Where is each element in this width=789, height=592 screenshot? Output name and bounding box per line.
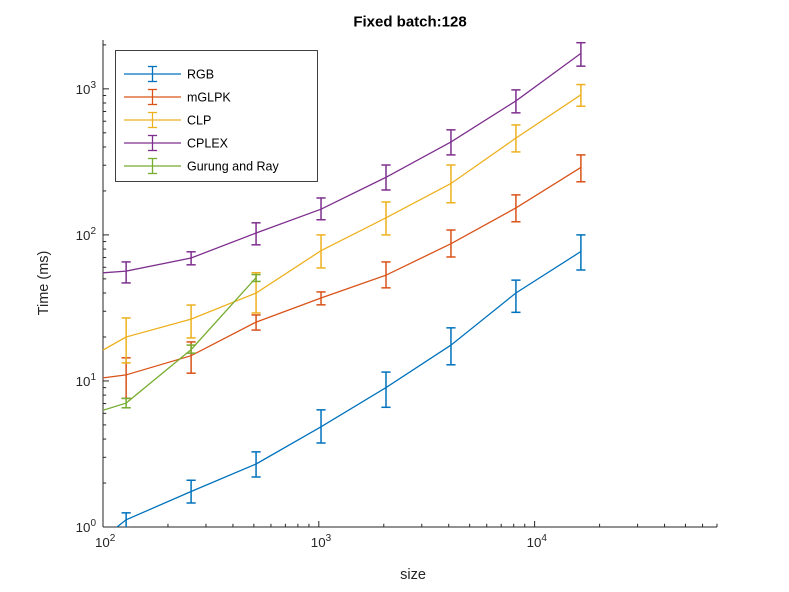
legend-errorbar-sample bbox=[147, 88, 158, 106]
y-tick-label: 100 bbox=[76, 518, 97, 535]
series-line bbox=[115, 250, 582, 527]
x-axis-label: size bbox=[400, 567, 426, 583]
error-bar bbox=[511, 279, 521, 314]
legend-label: CPLEX bbox=[187, 137, 229, 151]
error-bar bbox=[511, 89, 521, 114]
error-bar bbox=[316, 197, 326, 221]
y-tick-label: 103 bbox=[76, 80, 97, 97]
legend-errorbar-sample bbox=[147, 111, 158, 129]
legend-entry-mglpk: mGLPK bbox=[124, 88, 231, 106]
legend-label: Gurung and Ray bbox=[187, 160, 279, 174]
error-bar bbox=[576, 41, 586, 67]
error-bar bbox=[316, 291, 326, 306]
legend: RGB mGLPK CLP CPLEX Gurung and Ray bbox=[115, 50, 318, 182]
y-tick-label: 101 bbox=[76, 372, 97, 389]
error-bar bbox=[251, 314, 261, 331]
series-gurung-and-ray bbox=[103, 273, 261, 411]
series-cplex bbox=[103, 41, 586, 284]
x-tick-label: 102 bbox=[95, 533, 116, 550]
error-bar bbox=[186, 344, 196, 354]
error-bar bbox=[316, 409, 326, 444]
error-bar bbox=[186, 304, 196, 339]
error-bar bbox=[251, 451, 261, 478]
chart-title: Fixed batch:128 bbox=[353, 13, 467, 31]
legend-errorbar-sample bbox=[147, 157, 158, 175]
error-bar bbox=[576, 234, 586, 271]
error-bar bbox=[576, 154, 586, 183]
error-bar bbox=[446, 129, 456, 156]
x-tick-label: 103 bbox=[311, 533, 332, 550]
error-bar bbox=[511, 194, 521, 223]
error-bar bbox=[121, 512, 131, 527]
error-bar bbox=[576, 83, 586, 108]
error-bar bbox=[121, 397, 131, 409]
x-tick-label: 104 bbox=[527, 533, 548, 550]
error-bar bbox=[446, 229, 456, 258]
error-bar bbox=[381, 371, 391, 409]
legend-label: mGLPK bbox=[187, 91, 231, 105]
y-tick-label: 102 bbox=[76, 226, 97, 243]
legend-label: RGB bbox=[187, 68, 214, 82]
error-bar bbox=[381, 164, 391, 191]
legend-entry-rgb: RGB bbox=[124, 65, 214, 83]
error-bar bbox=[511, 124, 521, 153]
legend-entry-gurung-and-ray: Gurung and Ray bbox=[124, 157, 279, 175]
error-bar bbox=[121, 261, 131, 284]
legend-label: CLP bbox=[187, 114, 211, 128]
legend-entry-cplex: CPLEX bbox=[124, 134, 229, 152]
legend-box bbox=[115, 50, 318, 182]
series-rgb bbox=[115, 234, 586, 527]
series-mglpk bbox=[103, 154, 586, 400]
error-bar bbox=[251, 273, 261, 283]
error-bar bbox=[381, 261, 391, 289]
tick-marks bbox=[102, 44, 718, 528]
y-axis-label: Time (ms) bbox=[36, 250, 52, 316]
error-bar bbox=[186, 479, 196, 504]
error-bar bbox=[121, 317, 131, 364]
legend-errorbar-sample bbox=[147, 65, 158, 83]
error-bar bbox=[186, 251, 196, 266]
legend-errorbar-sample bbox=[147, 134, 158, 152]
error-bar bbox=[446, 327, 456, 366]
legend-entry-clp: CLP bbox=[124, 111, 211, 129]
error-bar bbox=[381, 201, 391, 236]
error-bar bbox=[446, 164, 456, 204]
error-bar bbox=[316, 234, 326, 269]
error-bar bbox=[251, 222, 261, 246]
series-line bbox=[103, 277, 257, 411]
error-bar bbox=[121, 357, 131, 400]
